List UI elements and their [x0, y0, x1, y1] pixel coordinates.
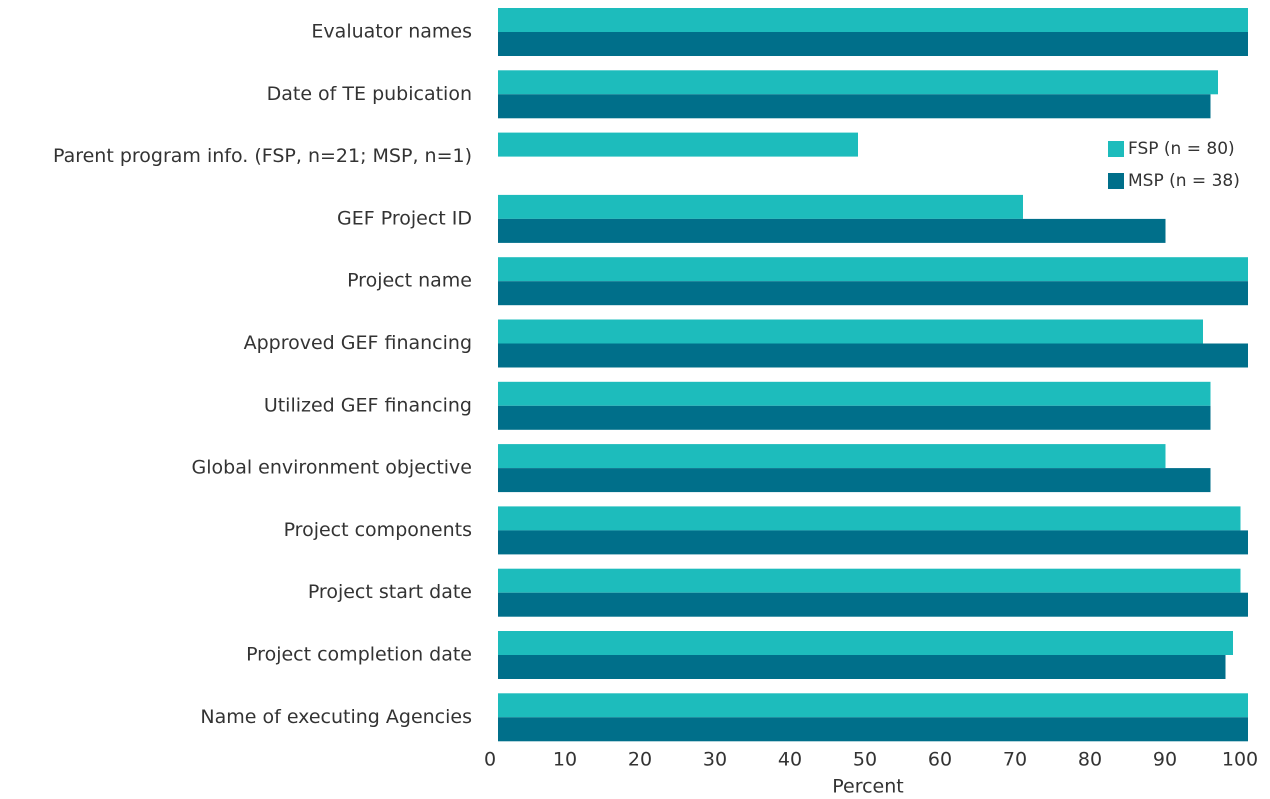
y-tick-label: Project components [284, 519, 472, 541]
bar [498, 194, 1023, 219]
bar [498, 218, 1166, 243]
legend-label: MSP (n = 38) [1128, 171, 1240, 191]
bar [498, 94, 1211, 119]
bar [498, 530, 1248, 555]
y-tick-label: Date of TE pubication [267, 83, 472, 105]
legend-swatch [1108, 173, 1124, 189]
bar [498, 257, 1248, 282]
y-tick-label: Utilized GEF financing [264, 394, 472, 416]
bar [498, 506, 1241, 531]
x-tick-label: 100 [1222, 749, 1258, 771]
y-tick-label: Project completion date [246, 644, 472, 666]
x-tick-label: 10 [553, 749, 577, 771]
bar [498, 592, 1248, 617]
y-tick-label: Name of executing Agencies [200, 706, 472, 728]
y-tick-label: Parent program info. (FSP, n=21; MSP, n=… [53, 145, 472, 167]
y-tick-label: Project name [347, 270, 472, 292]
y-tick-label: Global environment objective [192, 457, 472, 479]
x-tick-label: 60 [928, 749, 952, 771]
x-axis-label: Percent [832, 776, 904, 798]
bar [498, 70, 1218, 95]
bar [498, 32, 1248, 56]
legend-swatch [1108, 141, 1124, 157]
y-tick-label: Approved GEF financing [244, 332, 472, 354]
y-tick-label: Evaluator names [311, 21, 472, 43]
bar [498, 655, 1226, 679]
x-tick-label: 70 [1003, 749, 1027, 771]
bar [498, 132, 858, 157]
bar [498, 405, 1211, 430]
y-tick-label: GEF Project ID [337, 207, 472, 229]
bar [498, 343, 1248, 368]
x-tick-label: 50 [853, 749, 877, 771]
x-tick-label: 0 [484, 749, 496, 771]
legend-label: FSP (n = 80) [1128, 139, 1235, 159]
x-tick-label: 40 [778, 749, 802, 771]
x-tick-label: 80 [1078, 749, 1102, 771]
y-tick-label: Project start date [308, 581, 472, 603]
bar [498, 444, 1166, 469]
bar [498, 693, 1248, 718]
bar [498, 381, 1211, 406]
bar [498, 319, 1203, 344]
bar [498, 568, 1241, 593]
x-tick-label: 90 [1153, 749, 1177, 771]
x-tick-label: 30 [703, 749, 727, 771]
bar [498, 631, 1233, 655]
bar [498, 281, 1248, 306]
bar [498, 8, 1248, 32]
bar [498, 717, 1248, 742]
x-tick-label: 20 [628, 749, 652, 771]
bar [498, 468, 1211, 493]
